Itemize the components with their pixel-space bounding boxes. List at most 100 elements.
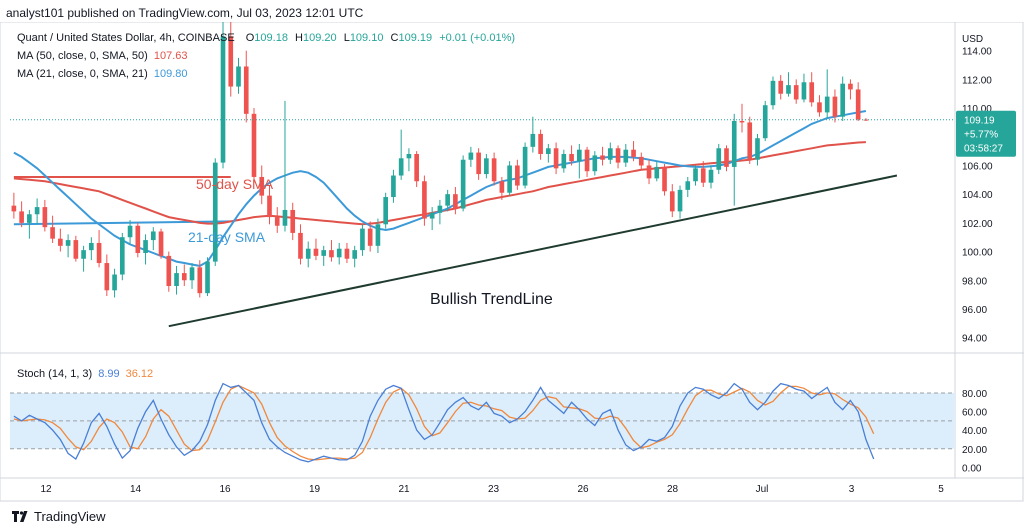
candle-body xyxy=(445,194,450,206)
candle-body xyxy=(577,149,582,162)
price-tag-countdown: 03:58:27 xyxy=(964,144,1003,155)
candle-body xyxy=(360,228,365,251)
time-tick-label: 14 xyxy=(130,484,142,495)
candle-body xyxy=(848,83,853,90)
candle-body xyxy=(770,80,776,106)
candle-body xyxy=(739,121,745,123)
candle-body xyxy=(197,267,203,294)
candle-body xyxy=(414,154,419,182)
tradingview-logo-icon xyxy=(12,510,28,522)
ma21-label: MA (21, close, 0, SMA, 21) xyxy=(17,68,148,80)
candle-body xyxy=(801,82,807,100)
ma21-value: 109.80 xyxy=(153,68,188,80)
candle-body xyxy=(119,237,125,275)
stoch-tick-label: 0.00 xyxy=(962,463,982,474)
candle-body xyxy=(19,211,24,223)
time-tick-label: 23 xyxy=(488,484,500,495)
candle-body xyxy=(453,194,458,209)
candle-body xyxy=(383,197,388,225)
stoch-d-line xyxy=(13,384,875,461)
low-label: L xyxy=(343,32,350,44)
high-label: H xyxy=(295,32,303,44)
candle-body xyxy=(398,158,404,176)
candle-body xyxy=(693,168,698,182)
time-tick-label: 26 xyxy=(577,484,589,495)
ma21-line xyxy=(13,110,867,267)
candle-body xyxy=(65,240,71,246)
candle-body xyxy=(468,152,474,160)
stoch-tick-label: 40.00 xyxy=(962,426,987,437)
candle-body xyxy=(89,242,94,251)
candle-body xyxy=(127,225,133,238)
low-value: 109.10 xyxy=(349,32,384,44)
candle-body xyxy=(662,166,667,192)
candle-body xyxy=(623,149,629,163)
candle-body xyxy=(677,189,683,212)
candle-body xyxy=(220,36,226,163)
candle-body xyxy=(290,209,296,233)
candle-body xyxy=(282,209,288,226)
candle-body xyxy=(406,154,412,159)
candle-body xyxy=(259,176,265,196)
price-tag-change: +5.77% xyxy=(964,130,998,141)
candle-body xyxy=(515,165,520,186)
candle-body xyxy=(708,169,714,183)
price-tick-label: 102.00 xyxy=(962,219,993,230)
time-tick-label: 5 xyxy=(938,484,944,495)
candle-body xyxy=(166,255,172,286)
close-label: C xyxy=(390,32,399,44)
candle-body xyxy=(158,231,164,256)
candle-body xyxy=(135,225,141,253)
candle-body xyxy=(607,148,613,160)
candle-body xyxy=(189,267,195,281)
high-value: 109.20 xyxy=(302,32,337,44)
candle-body xyxy=(592,155,598,172)
price-tick-label: 94.00 xyxy=(962,334,987,345)
candle-body xyxy=(298,232,303,259)
ma21-annotation: 21-day SMA xyxy=(188,229,266,245)
candle-body xyxy=(42,207,48,228)
price-tick-label: 114.00 xyxy=(962,47,992,58)
stoch-legend: Stoch (14, 1, 3) 8.99 36.12 xyxy=(17,368,153,380)
candle-body xyxy=(615,148,621,163)
candle-body xyxy=(778,80,784,94)
ma50-legend: MA (50, close, 0, SMA, 50) 107.63 xyxy=(17,50,188,62)
stoch-label: Stoch (14, 1, 3) xyxy=(17,368,93,380)
candle-body xyxy=(251,113,257,177)
candle-body xyxy=(143,240,148,253)
candle-body xyxy=(824,96,830,113)
candle-body xyxy=(832,96,838,117)
time-tick-label: 16 xyxy=(219,484,231,495)
candle-body xyxy=(646,165,652,179)
candle-body xyxy=(731,121,737,167)
candle-body xyxy=(58,238,63,246)
candle-body xyxy=(50,227,55,239)
ma50-value: 107.63 xyxy=(153,50,188,62)
candle-body xyxy=(747,122,753,160)
candle-body xyxy=(638,156,644,166)
candle-body xyxy=(34,207,40,215)
candle-body xyxy=(228,36,234,87)
price-tick-label: 96.00 xyxy=(962,305,987,316)
candle-body xyxy=(507,165,512,193)
candle-body xyxy=(546,148,551,154)
ma21-legend: MA (21, close, 0, SMA, 21) 109.80 xyxy=(17,68,188,80)
change-value: +0.01 (+0.01%) xyxy=(439,32,516,44)
candle-body xyxy=(313,248,319,256)
candle-body xyxy=(685,181,691,190)
candle-body xyxy=(530,133,536,147)
price-tick-label: 106.00 xyxy=(962,161,993,172)
footer-brand[interactable]: TradingView xyxy=(12,509,106,524)
candle-body xyxy=(243,66,249,114)
close-value: 109.19 xyxy=(398,32,433,44)
candle-body xyxy=(391,175,396,198)
currency-label: USD xyxy=(962,34,983,45)
stoch-tick-label: 80.00 xyxy=(962,389,987,400)
chart-frame: USD 94.00 96.00 98.00 100.00 102.00 104.00 106.… xyxy=(0,22,1024,502)
candle-body xyxy=(112,274,117,291)
chart-canvas[interactable]: USD 94.00 96.00 98.00 100.00 102.00 104.00 106.… xyxy=(0,22,1024,502)
candle-body xyxy=(321,250,327,256)
candle-body xyxy=(460,159,466,209)
time-tick-label: 19 xyxy=(309,484,321,495)
candle-body xyxy=(305,248,311,259)
